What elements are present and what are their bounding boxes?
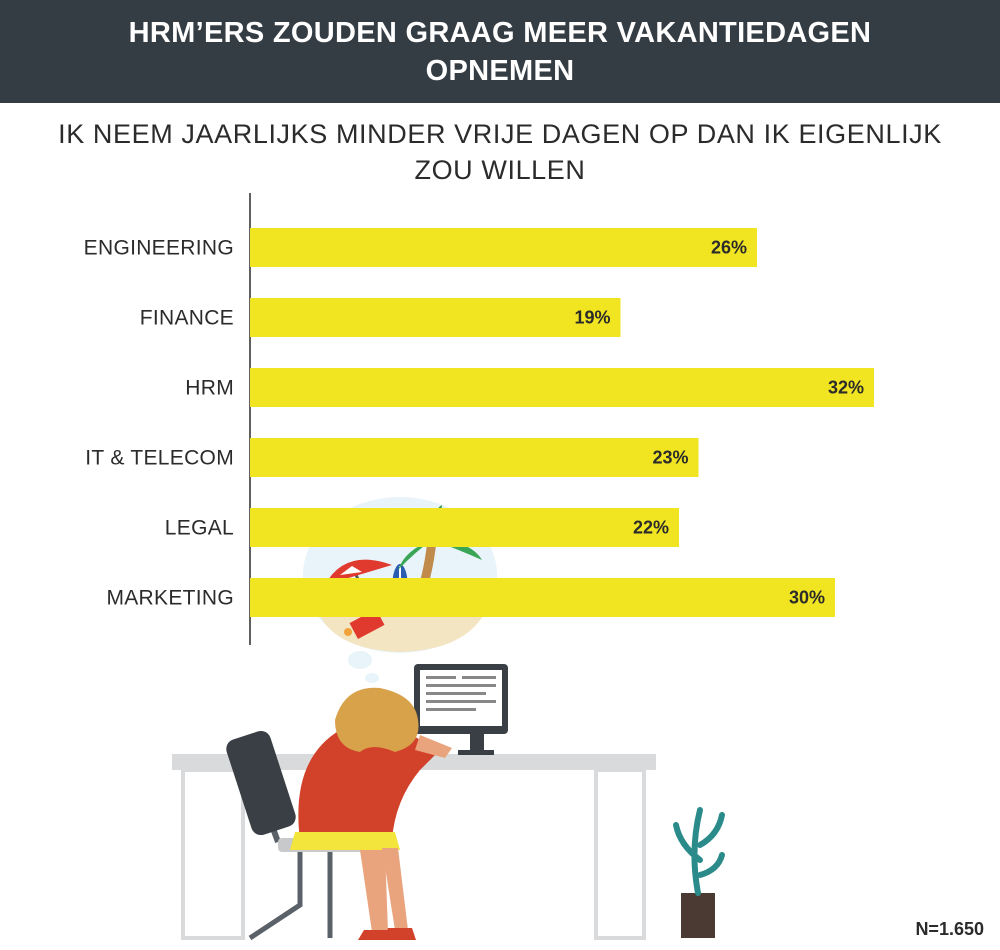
bar-hrm bbox=[250, 368, 874, 407]
value-label: 26% bbox=[711, 238, 747, 258]
bar-engineering bbox=[250, 228, 757, 267]
bar-marketing bbox=[250, 578, 835, 617]
value-label: 23% bbox=[652, 448, 688, 468]
category-label: MARKETING bbox=[106, 587, 234, 610]
category-label: LEGAL bbox=[165, 517, 234, 540]
value-label: 30% bbox=[789, 588, 825, 608]
page-title: HRM’ERS ZOUDEN GRAAG MEER VAKANTIEDAGEN … bbox=[128, 16, 872, 87]
value-label: 22% bbox=[633, 518, 669, 538]
header-banner: HRM’ERS ZOUDEN GRAAG MEER VAKANTIEDAGEN … bbox=[0, 0, 1000, 103]
bar-legal bbox=[250, 508, 679, 547]
sample-size-note: N=1.650 bbox=[915, 919, 984, 939]
value-label: 32% bbox=[828, 378, 864, 398]
bar-it-telecom bbox=[250, 438, 699, 477]
category-label: FINANCE bbox=[140, 307, 234, 330]
category-label: ENGINEERING bbox=[84, 237, 234, 260]
woman-icon bbox=[290, 687, 452, 940]
monitor-icon bbox=[414, 664, 508, 755]
value-label: 19% bbox=[574, 308, 610, 328]
category-label: IT & TELECOM bbox=[85, 447, 234, 470]
bar-finance bbox=[250, 298, 621, 337]
plant-icon bbox=[673, 807, 725, 938]
category-label: HRM bbox=[185, 377, 234, 400]
chart-title: IK NEEM JAARLIJKS MINDER VRIJE DAGEN OP … bbox=[58, 119, 942, 185]
